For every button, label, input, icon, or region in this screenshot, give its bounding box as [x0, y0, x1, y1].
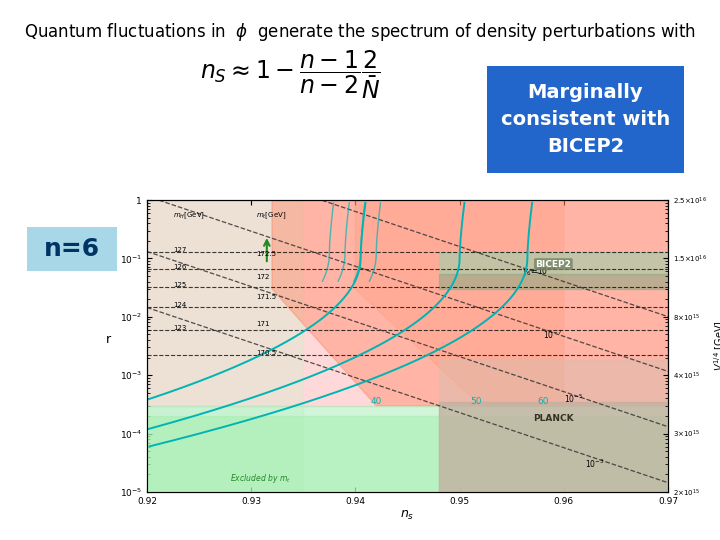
- Text: 126: 126: [173, 264, 186, 271]
- Text: 124: 124: [173, 301, 186, 307]
- Text: Quantum fluctuations in  $\phi$  generate the spectrum of density perturbations : Quantum fluctuations in $\phi$ generate …: [24, 21, 696, 43]
- Text: 40: 40: [371, 397, 382, 406]
- Polygon shape: [272, 200, 668, 406]
- Text: $10^{-7}$: $10^{-7}$: [543, 328, 562, 341]
- Text: 171: 171: [256, 321, 270, 327]
- Text: 125: 125: [173, 282, 186, 288]
- Text: 171.5: 171.5: [256, 294, 276, 300]
- Text: 123: 123: [173, 325, 186, 331]
- Text: n=6: n=6: [44, 237, 100, 261]
- Y-axis label: $V^{1/4}$ [GeV]: $V^{1/4}$ [GeV]: [712, 321, 720, 372]
- Text: 60: 60: [538, 397, 549, 406]
- Text: Marginally
consistent with
BICEP2: Marginally consistent with BICEP2: [501, 84, 670, 156]
- Text: 172: 172: [256, 274, 270, 280]
- Polygon shape: [356, 200, 564, 406]
- Text: $\gamma_6\!=\!10^{-9}$: $\gamma_6\!=\!10^{-9}$: [522, 264, 557, 279]
- Text: $m_t$[GeV]: $m_t$[GeV]: [256, 211, 287, 221]
- Text: $m_H$[GeV]: $m_H$[GeV]: [173, 211, 205, 221]
- Text: 170.5: 170.5: [256, 350, 276, 356]
- Text: PLANCK: PLANCK: [533, 414, 574, 423]
- X-axis label: $n_s$: $n_s$: [400, 509, 415, 522]
- Text: 127: 127: [173, 247, 186, 253]
- Text: Excluded by $m_t$: Excluded by $m_t$: [230, 472, 291, 485]
- Text: $n_S \approx 1 - \dfrac{n-1}{n-2}\dfrac{2}{\bar{N}}$: $n_S \approx 1 - \dfrac{n-1}{n-2}\dfrac{…: [199, 49, 380, 101]
- Text: 50: 50: [470, 397, 482, 406]
- Text: BICEP2: BICEP2: [536, 260, 571, 268]
- Text: 172.5: 172.5: [256, 251, 276, 257]
- FancyBboxPatch shape: [27, 227, 117, 271]
- FancyBboxPatch shape: [487, 66, 684, 173]
- Y-axis label: r: r: [106, 333, 111, 346]
- Text: $10^{-5}$: $10^{-5}$: [564, 392, 583, 404]
- Text: $10^{-3}$: $10^{-3}$: [585, 458, 604, 470]
